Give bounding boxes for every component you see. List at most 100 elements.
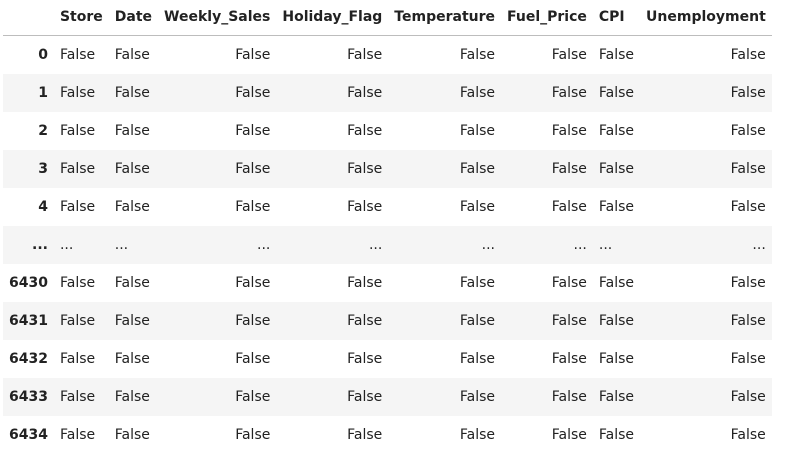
table-cell: False [598, 275, 635, 291]
column-header-holiday-flag: Holiday_Flag [276, 0, 389, 36]
table-cell: False [59, 275, 96, 291]
table-cell: False [235, 123, 271, 139]
table-cell: False [459, 123, 495, 139]
table-cell: False [114, 85, 150, 101]
table-cell: False [59, 47, 96, 63]
table-cell: False [598, 389, 635, 405]
table-cell: False [235, 199, 271, 215]
table-cell: False [114, 47, 150, 63]
table-cell: False [598, 313, 635, 329]
row-index: 4 [38, 199, 48, 215]
table-cell: False [347, 351, 383, 367]
table-cell: False [730, 313, 766, 329]
row-index: ... [32, 237, 48, 253]
column-header-fuel-price: Fuel_Price [501, 0, 593, 36]
table-cell: ... [481, 237, 495, 253]
table-cell: False [730, 123, 766, 139]
table-cell: False [730, 47, 766, 63]
table-cell: False [730, 199, 766, 215]
column-header-weekly-sales: Weekly_Sales [158, 0, 277, 36]
table-cell: False [347, 427, 383, 443]
row-index: 0 [38, 47, 48, 63]
table-cell: False [459, 85, 495, 101]
table-cell: False [114, 123, 150, 139]
table-cell: False [347, 313, 383, 329]
table-cell: ... [598, 237, 613, 253]
table-cell: False [730, 161, 766, 177]
table-cell: False [114, 161, 150, 177]
table-cell: False [59, 427, 96, 443]
table-header: Store Date Weekly_Sales Holiday_Flag Tempera… [3, 0, 772, 36]
table-cell: False [598, 427, 635, 443]
table-cell: False [459, 161, 495, 177]
table-cell: ... [368, 237, 383, 253]
table-cell: False [59, 161, 96, 177]
table-cell: False [59, 85, 96, 101]
table-cell: False [730, 427, 766, 443]
table-cell: False [551, 389, 587, 405]
column-header-cpi: CPI [592, 0, 641, 36]
table-cell: False [114, 351, 150, 367]
table-cell: False [459, 427, 495, 443]
column-header-date: Date [108, 0, 159, 36]
table-cell: False [235, 427, 271, 443]
table-cell: False [551, 123, 587, 139]
row-index: 6433 [9, 389, 48, 405]
table-cell: False [235, 47, 271, 63]
table-cell: False [114, 313, 150, 329]
table-row: 2 False False False False False False False Fals… [3, 112, 772, 150]
row-index: 3 [38, 161, 48, 177]
table-cell: False [235, 389, 271, 405]
row-index: 2 [38, 123, 48, 139]
table-cell: False [551, 427, 587, 443]
table-cell: False [459, 313, 495, 329]
table-cell: False [598, 161, 635, 177]
table-cell: False [551, 275, 587, 291]
table-row: 6432 False False False False False False False F… [3, 340, 772, 378]
row-index: 1 [38, 85, 48, 101]
table-cell: False [551, 85, 587, 101]
table-cell: False [59, 199, 96, 215]
table-body: 0 False False False False False False False Fals… [3, 35, 772, 454]
table-cell: False [551, 47, 587, 63]
table-cell: False [235, 351, 271, 367]
table-cell: False [730, 275, 766, 291]
table-cell: False [459, 275, 495, 291]
table-row: 4 False False False False False False False Fals… [3, 188, 772, 226]
row-index: 6432 [9, 351, 48, 367]
table-cell: ... [59, 237, 74, 253]
table-cell: ... [257, 237, 271, 253]
table-cell: False [59, 389, 96, 405]
table-row: 6431 False False False False False False False F… [3, 302, 772, 340]
row-index: 6430 [9, 275, 48, 291]
index-header [3, 0, 54, 36]
table-cell: False [59, 351, 96, 367]
table-cell: False [551, 161, 587, 177]
table-cell: False [235, 161, 271, 177]
table-row: 1 False False False False False False False Fals… [3, 74, 772, 112]
table-cell: False [598, 85, 635, 101]
table-cell: False [114, 427, 150, 443]
table-cell: False [347, 123, 383, 139]
table-cell: False [598, 47, 635, 63]
table-cell: False [730, 85, 766, 101]
table-cell: False [114, 199, 150, 215]
table-cell: False [347, 199, 383, 215]
table-row: 6430 False False False False False False False F… [3, 264, 772, 302]
row-index: 6431 [9, 313, 48, 329]
table-row: ........................... [3, 226, 772, 264]
table-row: 6434 False False False False False False False F… [3, 416, 772, 454]
table-cell: False [598, 351, 635, 367]
table-cell: False [235, 85, 271, 101]
table-cell: False [114, 275, 150, 291]
table-cell: False [235, 313, 271, 329]
header-row: Store Date Weekly_Sales Holiday_Flag Tempera… [3, 0, 772, 36]
table-cell: False [598, 199, 635, 215]
table-cell: False [551, 351, 587, 367]
table-cell: False [459, 351, 495, 367]
table-cell: False [551, 313, 587, 329]
table-cell: False [598, 123, 635, 139]
table-cell: False [59, 313, 96, 329]
row-index: 6434 [9, 427, 48, 443]
table-cell: False [347, 275, 383, 291]
